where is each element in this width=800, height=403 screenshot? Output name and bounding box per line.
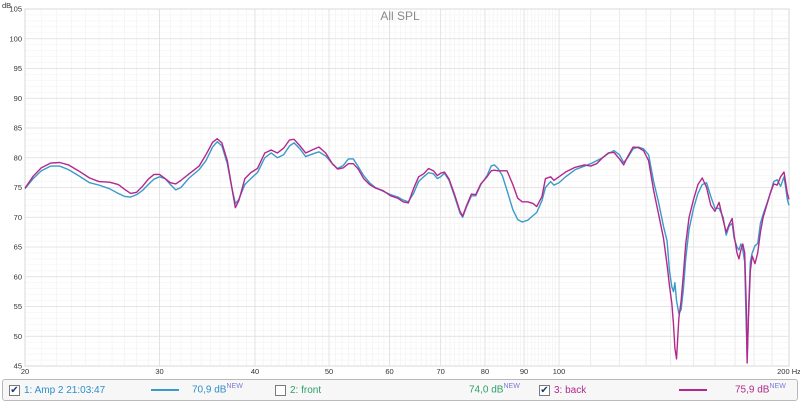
- series-line-3: [24, 138, 790, 364]
- y-tick-label: 60: [14, 272, 22, 281]
- checkbox-series-1[interactable]: ✔: [9, 384, 20, 396]
- level-value-3: 75,9 dB: [735, 384, 770, 396]
- level-suffix-3: NEW: [769, 383, 786, 390]
- x-tick-label: 80: [481, 367, 489, 376]
- legend-item-2[interactable]: 2: front: [275, 380, 321, 400]
- y-tick-label: 65: [14, 243, 22, 252]
- x-tick-label: 100: [553, 367, 566, 376]
- y-tick-label: 50: [14, 332, 22, 341]
- y-tick-label: 45: [14, 362, 22, 371]
- x-tick-label: 90: [520, 367, 528, 376]
- level-value-1: 70,9 dB: [192, 384, 227, 396]
- y-axis-unit-label: dB: [2, 1, 11, 10]
- x-tick-label: 60: [385, 367, 393, 376]
- y-tick-label: 70: [14, 213, 22, 222]
- swatch-series-3: [679, 389, 707, 391]
- level-series-2: 74,0 dBNEW: [469, 383, 520, 395]
- level-suffix-2: NEW: [503, 383, 520, 390]
- x-tick-label: 40: [251, 367, 259, 376]
- y-tick-label: 80: [14, 153, 22, 162]
- legend-item-3[interactable]: ✔ 3: back: [539, 380, 586, 400]
- y-axis-ticks: 45 50 55 60 65 70 75 80 85 90 95 100 105: [9, 5, 22, 371]
- legend-bar: ✔ 1: Amp 2 21:03:47 70,9 dBNEW 2: front …: [2, 379, 798, 401]
- legend-label-3: 3: back: [554, 384, 587, 396]
- spl-chart: 45 50 55 60 65 70 75 80 85 90 95 100 105 20 30 40 50 60 7…: [2, 1, 800, 376]
- checkbox-series-2[interactable]: [275, 384, 286, 396]
- x-axis-ticks: 20 30 40 50 60 70 80 90 100 200 Hz: [21, 367, 800, 376]
- x-tick-label: 50: [325, 367, 333, 376]
- chart-title: All SPL: [380, 9, 420, 23]
- checkbox-series-3[interactable]: ✔: [539, 384, 550, 396]
- level-suffix-1: NEW: [226, 383, 243, 390]
- y-tick-label: 100: [9, 34, 22, 43]
- y-tick-label: 95: [14, 64, 22, 73]
- x-tick-label: 20: [21, 367, 29, 376]
- level-value-2: 74,0 dB: [469, 384, 504, 396]
- x-tick-label: 70: [436, 367, 444, 376]
- y-tick-label: 55: [14, 302, 22, 311]
- x-tick-label: 30: [155, 367, 163, 376]
- swatch-series-1: [151, 389, 179, 391]
- y-tick-label: 105: [9, 5, 22, 14]
- series-lines: [24, 138, 790, 364]
- level-series-3: 75,9 dBNEW: [735, 383, 786, 395]
- y-tick-label: 90: [14, 94, 22, 103]
- x-tick-label: 200 Hz: [777, 367, 800, 376]
- y-tick-label: 85: [14, 124, 22, 133]
- series-line-1: [24, 140, 790, 358]
- grid: [24, 8, 790, 367]
- legend-label-1: 1: Amp 2 21:03:47: [24, 384, 106, 396]
- y-tick-label: 75: [14, 183, 22, 192]
- legend-item-1[interactable]: ✔ 1: Amp 2 21:03:47: [9, 380, 105, 400]
- level-series-1: 70,9 dBNEW: [192, 383, 243, 395]
- legend-label-2: 2: front: [290, 384, 322, 396]
